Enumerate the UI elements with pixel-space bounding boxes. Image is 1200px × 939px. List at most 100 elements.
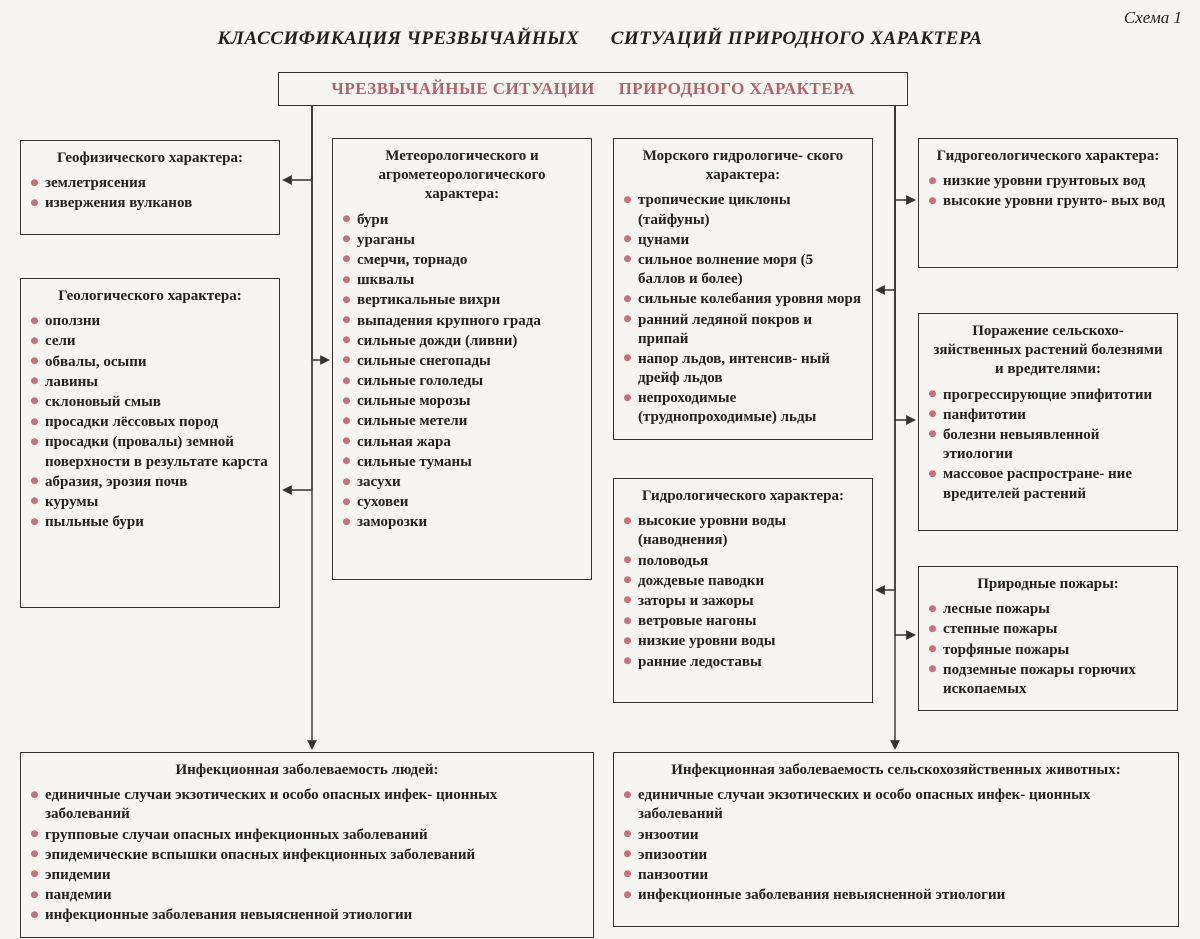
list-item: инфекционные заболевания невыясненной эт…: [31, 906, 583, 925]
list-item: болезни невыявленной этиологии: [929, 426, 1167, 464]
list-item: напор льдов, интенсив- ный дрейф льдов: [624, 350, 862, 388]
list-item: сели: [31, 332, 269, 351]
box-title: Морского гидрологиче- ского характера:: [624, 147, 862, 185]
box-hydro: Гидрологического характера: высокие уровн…: [613, 478, 873, 703]
list-item: массовое распростране- ние вредителей ра…: [929, 465, 1167, 503]
list-item: смерчи, торнадо: [343, 251, 581, 270]
list-item: шквалы: [343, 271, 581, 290]
list-item: эпидемии: [31, 866, 583, 885]
root-right: ПРИРОДНОГО ХАРАКТЕРА: [619, 79, 855, 98]
box-title: Гидрогеологического характера:: [929, 147, 1167, 166]
list-item: подземные пожары горючих ископаемых: [929, 661, 1167, 699]
corner-label: Схема 1: [1124, 8, 1182, 28]
list-item: единичные случаи экзотических и особо оп…: [31, 786, 583, 824]
list-item: сильная жара: [343, 433, 581, 452]
list-item: эпидемические вспышки опасных инфекционн…: [31, 846, 583, 865]
list-item: заторы и зажоры: [624, 592, 862, 611]
box-title: Геофизического характера:: [31, 149, 269, 168]
item-list: буриураганысмерчи, торнадошквалывертикал…: [343, 211, 581, 533]
box-infect_human: Инфекционная заболеваемость людей: единич…: [20, 752, 594, 938]
list-item: цунами: [624, 231, 862, 250]
list-item: сильные колебания уровня моря: [624, 290, 862, 309]
box-infect_animal: Инфекционная заболеваемость сельскохозяй…: [613, 752, 1179, 927]
list-item: единичные случаи экзотических и особо оп…: [624, 786, 1168, 824]
connector: [877, 105, 895, 590]
list-item: суховеи: [343, 493, 581, 512]
list-item: лавины: [31, 373, 269, 392]
item-list: единичные случаи экзотических и особо оп…: [624, 786, 1168, 905]
box-hydrogeo: Гидрогеологического характера: низкие уро…: [918, 138, 1178, 268]
list-item: низкие уровни воды: [624, 632, 862, 651]
list-item: сильные туманы: [343, 453, 581, 472]
list-item: абразия, эрозия почв: [31, 473, 269, 492]
item-list: землетрясенияизвержения вулканов: [31, 174, 269, 213]
item-list: единичные случаи экзотических и особо оп…: [31, 786, 583, 925]
list-item: просадки лёссовых пород: [31, 413, 269, 432]
box-meteo: Метеорологического и агрометеорологическ…: [332, 138, 592, 580]
connector: [895, 105, 914, 420]
list-item: ранние ледоставы: [624, 653, 862, 672]
list-item: непроходимые (труднопроходимые) льды: [624, 389, 862, 427]
connector: [284, 105, 312, 490]
list-item: заморозки: [343, 513, 581, 532]
list-item: сильные метели: [343, 412, 581, 431]
list-item: половодья: [624, 552, 862, 571]
item-list: оползнисели обвалы, осыпилавинысклоновый …: [31, 312, 269, 532]
list-item: бури: [343, 211, 581, 230]
list-item: высокие уровни воды (наводнения): [624, 512, 862, 550]
list-item: сильные дожди (ливни): [343, 332, 581, 351]
list-item: извержения вулканов: [31, 194, 269, 213]
list-item: дождевые паводки: [624, 572, 862, 591]
item-list: прогрессирующие эпифитотиипанфитотииболе…: [929, 386, 1167, 504]
box-agro: Поражение сельскохо- зяйственных растени…: [918, 313, 1178, 531]
box-geophys: Геофизического характера: землетрясенияиз…: [20, 140, 280, 235]
list-item: тропические циклоны (тайфуны): [624, 191, 862, 229]
list-item: эпизоотии: [624, 846, 1168, 865]
connector: [895, 105, 914, 200]
list-item: панфитотии: [929, 406, 1167, 425]
list-item: землетрясения: [31, 174, 269, 193]
list-item: просадки (провалы) земной поверхности в …: [31, 433, 269, 471]
list-item: пандемии: [31, 886, 583, 905]
item-list: низкие уровни грунтовых водвысокие уровн…: [929, 172, 1167, 211]
list-item: низкие уровни грунтовых вод: [929, 172, 1167, 191]
box-title: Геологического характера:: [31, 287, 269, 306]
list-item: сильные морозы: [343, 392, 581, 411]
heading-right: СИТУАЦИЙ ПРИРОДНОГО ХАРАКТЕРА: [611, 28, 983, 49]
list-item: склоновый смыв: [31, 393, 269, 412]
list-item: прогрессирующие эпифитотии: [929, 386, 1167, 405]
connector: [312, 105, 328, 360]
connector: [877, 105, 895, 290]
list-item: сильное волнение моря (5 баллов и более): [624, 251, 862, 289]
list-item: групповые случаи опасных инфекционных за…: [31, 826, 583, 845]
list-item: засухи: [343, 473, 581, 492]
list-item: пыльные бури: [31, 513, 269, 532]
heading-left: КЛАССИФИКАЦИЯ ЧРЕЗВЫЧАЙНЫХ: [218, 28, 580, 49]
list-item: высокие уровни грунто- вых вод: [929, 192, 1167, 211]
connector: [284, 105, 312, 180]
item-list: лесные пожарыстепные пожарыторфяные пожа…: [929, 600, 1167, 699]
list-item: торфяные пожары: [929, 641, 1167, 660]
box-title: Гидрологического характера:: [624, 487, 862, 506]
item-list: тропические циклоны (тайфуны)цунамисильн…: [624, 191, 862, 427]
root-box: ЧРЕЗВЫЧАЙНЫЕ СИТУАЦИИ ПРИРОДНОГО ХАРАКТЕ…: [278, 72, 908, 106]
list-item: курумы: [31, 493, 269, 512]
list-item: инфекционные заболевания невыясненной эт…: [624, 886, 1168, 905]
item-list: высокие уровни воды (наводнения) половодь…: [624, 512, 862, 672]
box-title: Инфекционная заболеваемость сельскохозяй…: [624, 761, 1168, 780]
page-heading: КЛАССИФИКАЦИЯ ЧРЕЗВЫЧАЙНЫХ СИТУАЦИЙ ПРИР…: [0, 28, 1200, 50]
list-item: ветровые нагоны: [624, 612, 862, 631]
list-item: лесные пожары: [929, 600, 1167, 619]
box-title: Инфекционная заболеваемость людей:: [31, 761, 583, 780]
list-item: оползни: [31, 312, 269, 331]
list-item: сильные гололеды: [343, 372, 581, 391]
box-title: Природные пожары:: [929, 575, 1167, 594]
root-left: ЧРЕЗВЫЧАЙНЫЕ СИТУАЦИИ: [331, 79, 594, 98]
list-item: выпадения крупного града: [343, 312, 581, 331]
list-item: обвалы, осыпи: [31, 353, 269, 372]
box-marine: Морского гидрологиче- ского характера: тр…: [613, 138, 873, 440]
box-title: Поражение сельскохо- зяйственных растени…: [929, 322, 1167, 380]
box-geolog: Геологического характера: оползнисели обва…: [20, 278, 280, 608]
list-item: панзоотии: [624, 866, 1168, 885]
list-item: вертикальные вихри: [343, 291, 581, 310]
